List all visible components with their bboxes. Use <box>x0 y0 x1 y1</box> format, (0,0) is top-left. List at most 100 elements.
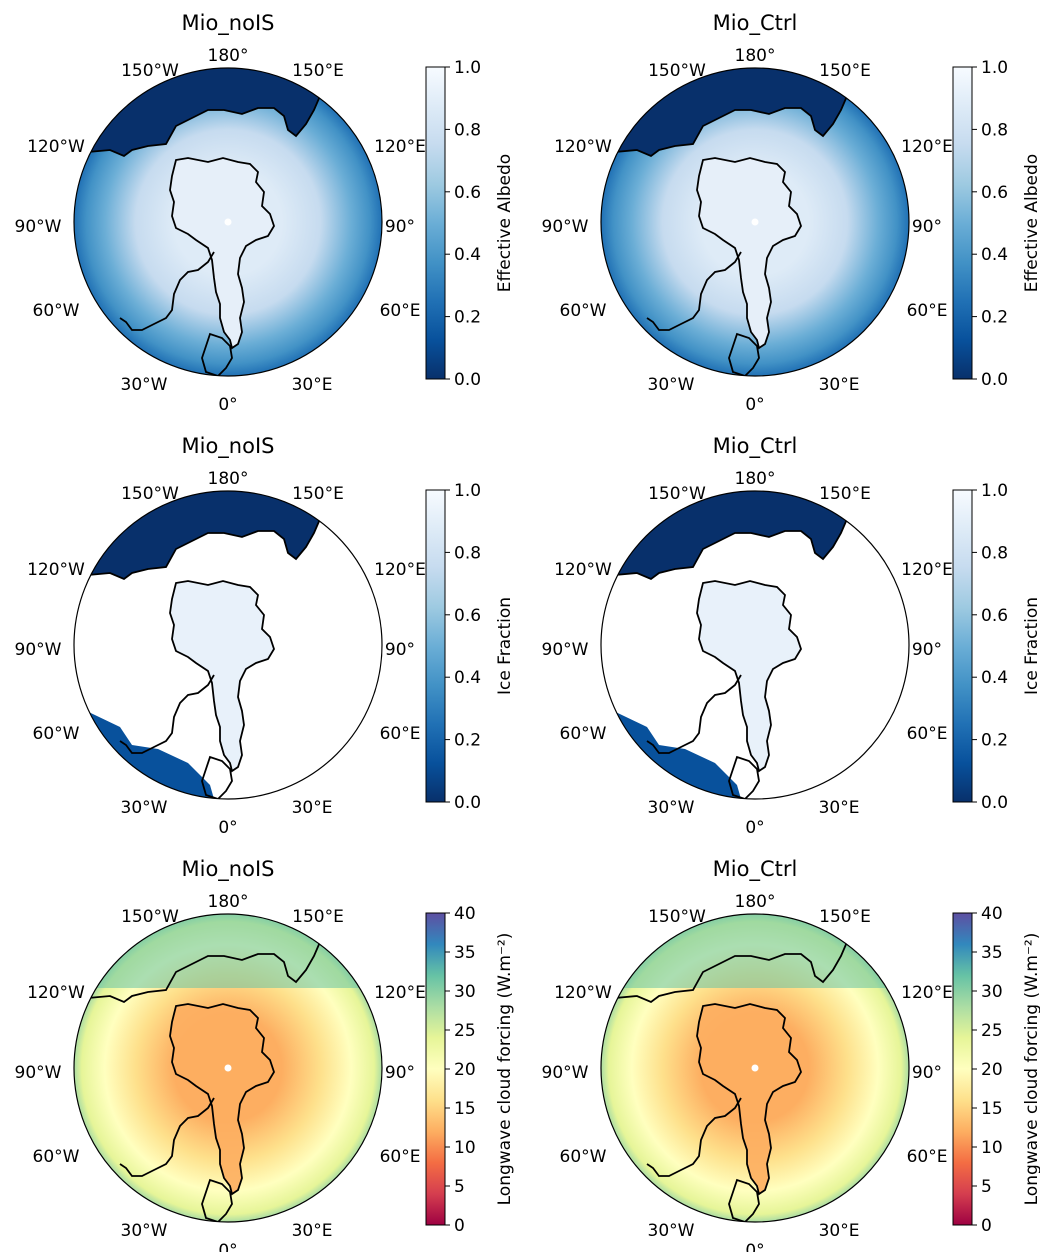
low-forcing-region <box>697 1004 801 1194</box>
colorbar-tick-label: 0.0 <box>454 793 481 813</box>
colorbar-bar <box>952 489 973 803</box>
coastline <box>728 1178 760 1222</box>
longitude-label: 120°E <box>374 983 426 1003</box>
coastline <box>614 941 848 1004</box>
longitude-label: 150°E <box>819 61 871 81</box>
colorbar-tick-label: 30 <box>981 982 1003 1002</box>
colorbar-tick-label: 0.8 <box>981 543 1008 563</box>
longitude-label: 30°E <box>292 1221 333 1241</box>
coastline <box>646 674 742 754</box>
colorbar-tick-label: 0.4 <box>981 245 1008 265</box>
longitude-label: 90° <box>385 217 415 237</box>
longitude-label: 120°E <box>901 137 953 157</box>
colorbar-tick-label: 0.0 <box>454 370 481 390</box>
colorbar-bar <box>952 912 973 1226</box>
map-panel: Mio_Ctrl 180° 150°E 120°E 90° 60°E 30°E 0° 30°W 6… <box>542 11 1040 415</box>
coastline <box>347 734 382 746</box>
colorbar-tick-label: 20 <box>981 1060 1003 1080</box>
longitude-label: 120°W <box>554 137 612 157</box>
map-boundary <box>600 67 910 377</box>
colorbar-bar <box>425 912 446 1226</box>
coastline <box>614 95 848 158</box>
colorbar-tick-label: 0.4 <box>454 245 481 265</box>
north-pole-marker <box>224 218 232 226</box>
map-boundary <box>600 490 910 800</box>
ice-sheet-region <box>697 158 801 348</box>
longitude-label: 120°W <box>27 137 85 157</box>
longitude-label: 0° <box>745 1241 764 1252</box>
panel-title: Mio_noIS <box>182 11 275 36</box>
longitude-label: 90°W <box>542 217 589 237</box>
ocean-region <box>601 491 909 579</box>
longitude-label: 90° <box>912 1063 942 1083</box>
longitude-label: 150°E <box>292 61 344 81</box>
longitude-label: 30°E <box>819 798 860 818</box>
colorbar-tick-label: 1.0 <box>981 58 1008 78</box>
ice-sheet-region <box>697 581 801 771</box>
map-boundary <box>73 913 383 1223</box>
longitude-label: 120°W <box>554 983 612 1003</box>
field-layer <box>601 491 909 799</box>
longitude-label: 120°W <box>27 560 85 580</box>
coastline <box>119 251 215 331</box>
colorbar-tick-label: 10 <box>981 1138 1003 1158</box>
coastline <box>169 580 275 773</box>
coastline <box>874 734 909 746</box>
longitude-label: 90° <box>912 640 942 660</box>
longitude-label: 0° <box>218 818 237 838</box>
colorbar-tick-label: 35 <box>981 943 1003 963</box>
colorbar-tick-label: 0.6 <box>981 606 1008 626</box>
colorbar: 0.0 0.2 0.4 0.6 0.8 1.0 Effective Albedo <box>952 58 1040 390</box>
colorbar-label: Effective Albedo <box>1022 154 1040 292</box>
colorbar-tick-label: 1.0 <box>454 481 481 501</box>
colorbar: 0.0 0.2 0.4 0.6 0.8 1.0 Ice Fraction <box>952 481 1040 813</box>
colorbar-tick-label: 30 <box>454 982 476 1002</box>
map-boundary <box>73 67 383 377</box>
longitude-label: 60°W <box>33 724 80 744</box>
longitude-label: 150°E <box>292 907 344 927</box>
longitude-label: 120°E <box>374 137 426 157</box>
longitude-label: 150°W <box>648 484 706 504</box>
coastline <box>87 518 321 581</box>
colorbar-tick-label: 0 <box>981 1216 992 1236</box>
coastline <box>119 674 215 754</box>
colorbar-tick-label: 40 <box>981 904 1003 924</box>
longitude-label: 60°W <box>560 1147 607 1167</box>
panel-title: Mio_noIS <box>182 434 275 459</box>
longitude-label: 30°W <box>121 1221 168 1241</box>
colorbar-tick-label: 0.4 <box>981 668 1008 688</box>
longitude-label: 180° <box>735 469 776 489</box>
coastline <box>874 311 909 323</box>
longitude-label: 30°W <box>121 375 168 395</box>
longitude-label: 150°W <box>121 907 179 927</box>
longitude-label: 30°E <box>292 798 333 818</box>
coastline <box>201 755 233 799</box>
colorbar-tick-label: 5 <box>454 1177 465 1197</box>
coastlines <box>87 518 382 799</box>
colorbar-tick-label: 0.6 <box>454 606 481 626</box>
coastline <box>614 518 848 581</box>
north-pole-marker <box>751 218 759 226</box>
longitude-label: 90°W <box>542 1063 589 1083</box>
colorbar-bar <box>425 66 446 380</box>
panel-title: Mio_Ctrl <box>713 434 798 459</box>
longitude-label: 30°W <box>648 375 695 395</box>
longitude-label: 150°W <box>648 907 706 927</box>
colorbar-tick-label: 10 <box>454 1138 476 1158</box>
colorbar-tick-label: 35 <box>454 943 476 963</box>
coastline <box>347 1157 382 1169</box>
colorbar-tick-label: 0.6 <box>454 183 481 203</box>
colorbar-tick-label: 0.2 <box>454 308 481 328</box>
longitude-label: 180° <box>735 46 776 66</box>
map-panel: Mio_noIS 180° 150°E 120°E 90° 60°E 30°E 0° 30°W 6… <box>15 11 515 415</box>
panel-title: Mio_noIS <box>182 857 275 882</box>
longitude-label: 60°E <box>380 301 421 321</box>
colorbar-label: Ice Fraction <box>495 597 515 695</box>
longitude-label: 90° <box>385 1063 415 1083</box>
colorbar-tick-label: 40 <box>454 904 476 924</box>
longitude-label: 120°E <box>901 560 953 580</box>
coastlines <box>614 518 909 799</box>
longitude-label: 30°E <box>819 1221 860 1241</box>
map-panel: Mio_Ctrl 180° 150°E 120°E 90° 60°E 30°E 0° 30°W 6… <box>542 434 1040 838</box>
longitude-label: 150°W <box>121 484 179 504</box>
